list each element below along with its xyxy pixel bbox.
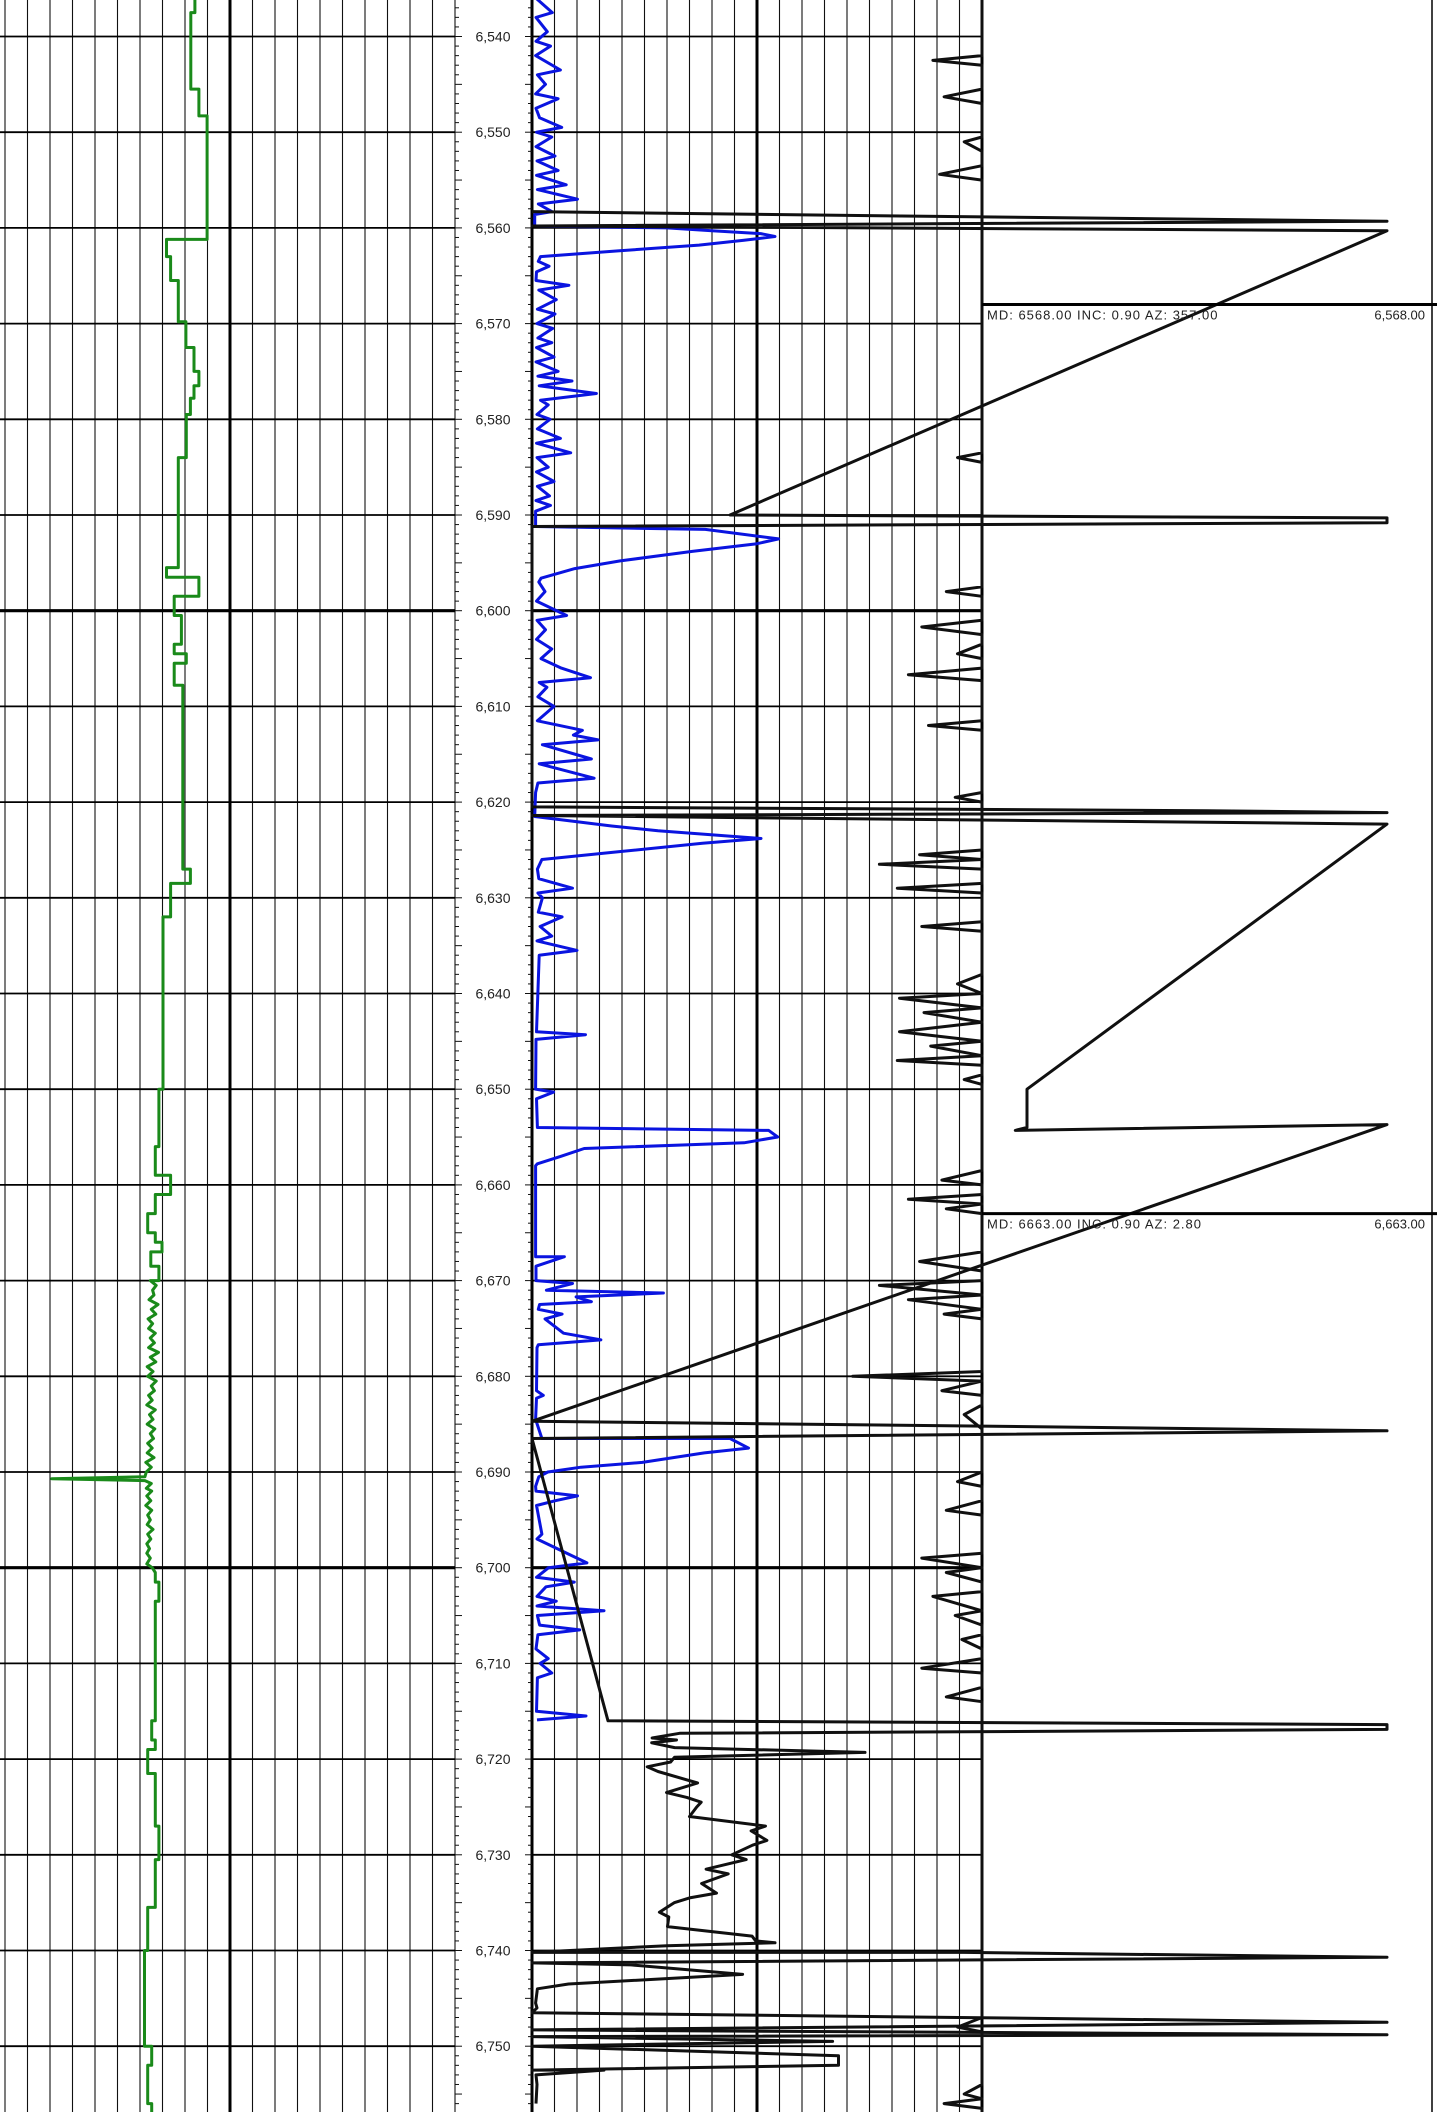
depth-tick-label: 6,710	[475, 1655, 510, 1671]
depth-tick-label: 6,650	[475, 1081, 510, 1097]
survey-station-label: MD: 6568.00 INC: 0.90 AZ: 357.00	[987, 307, 1218, 322]
depth-tick-label: 6,740	[475, 1943, 510, 1959]
depth-tick-label: 6,730	[475, 1847, 510, 1863]
log-curve-middle-3	[530, 210, 1389, 2104]
depth-tick-label: 6,590	[475, 507, 510, 523]
depth-tick-label: 6,640	[475, 986, 510, 1002]
survey-depth-label: 6,663.00	[1374, 1217, 1425, 1232]
depth-tick-label: 6,750	[475, 2038, 510, 2054]
log-curve-middle-2	[533, 0, 781, 1722]
log-curve-left-1	[50, 0, 209, 2112]
depth-tick-label: 6,620	[475, 794, 510, 810]
depth-tick-label: 6,570	[475, 316, 510, 332]
survey-depth-label: 6,568.00	[1374, 307, 1425, 322]
depth-tick-label: 6,560	[475, 220, 510, 236]
depth-tick-label: 6,690	[475, 1464, 510, 1480]
depth-tick-label: 6,550	[475, 124, 510, 140]
survey-station-label: MD: 6663.00 INC: 0.90 AZ: 2.80	[987, 1217, 1202, 1232]
depth-tick-label: 6,540	[475, 29, 510, 45]
depth-tick-label: 6,670	[475, 1273, 510, 1289]
depth-tick-label: 6,680	[475, 1368, 510, 1384]
depth-tick-label: 6,580	[475, 411, 510, 427]
depth-tick-label: 6,700	[475, 1560, 510, 1576]
depth-tick-label: 6,720	[475, 1751, 510, 1767]
log-curve-right-4	[851, 0, 984, 2112]
depth-tick-label: 6,600	[475, 603, 510, 619]
depth-tick-label: 6,660	[475, 1177, 510, 1193]
depth-tick-label: 6,630	[475, 890, 510, 906]
depth-tick-label: 6,610	[475, 698, 510, 714]
